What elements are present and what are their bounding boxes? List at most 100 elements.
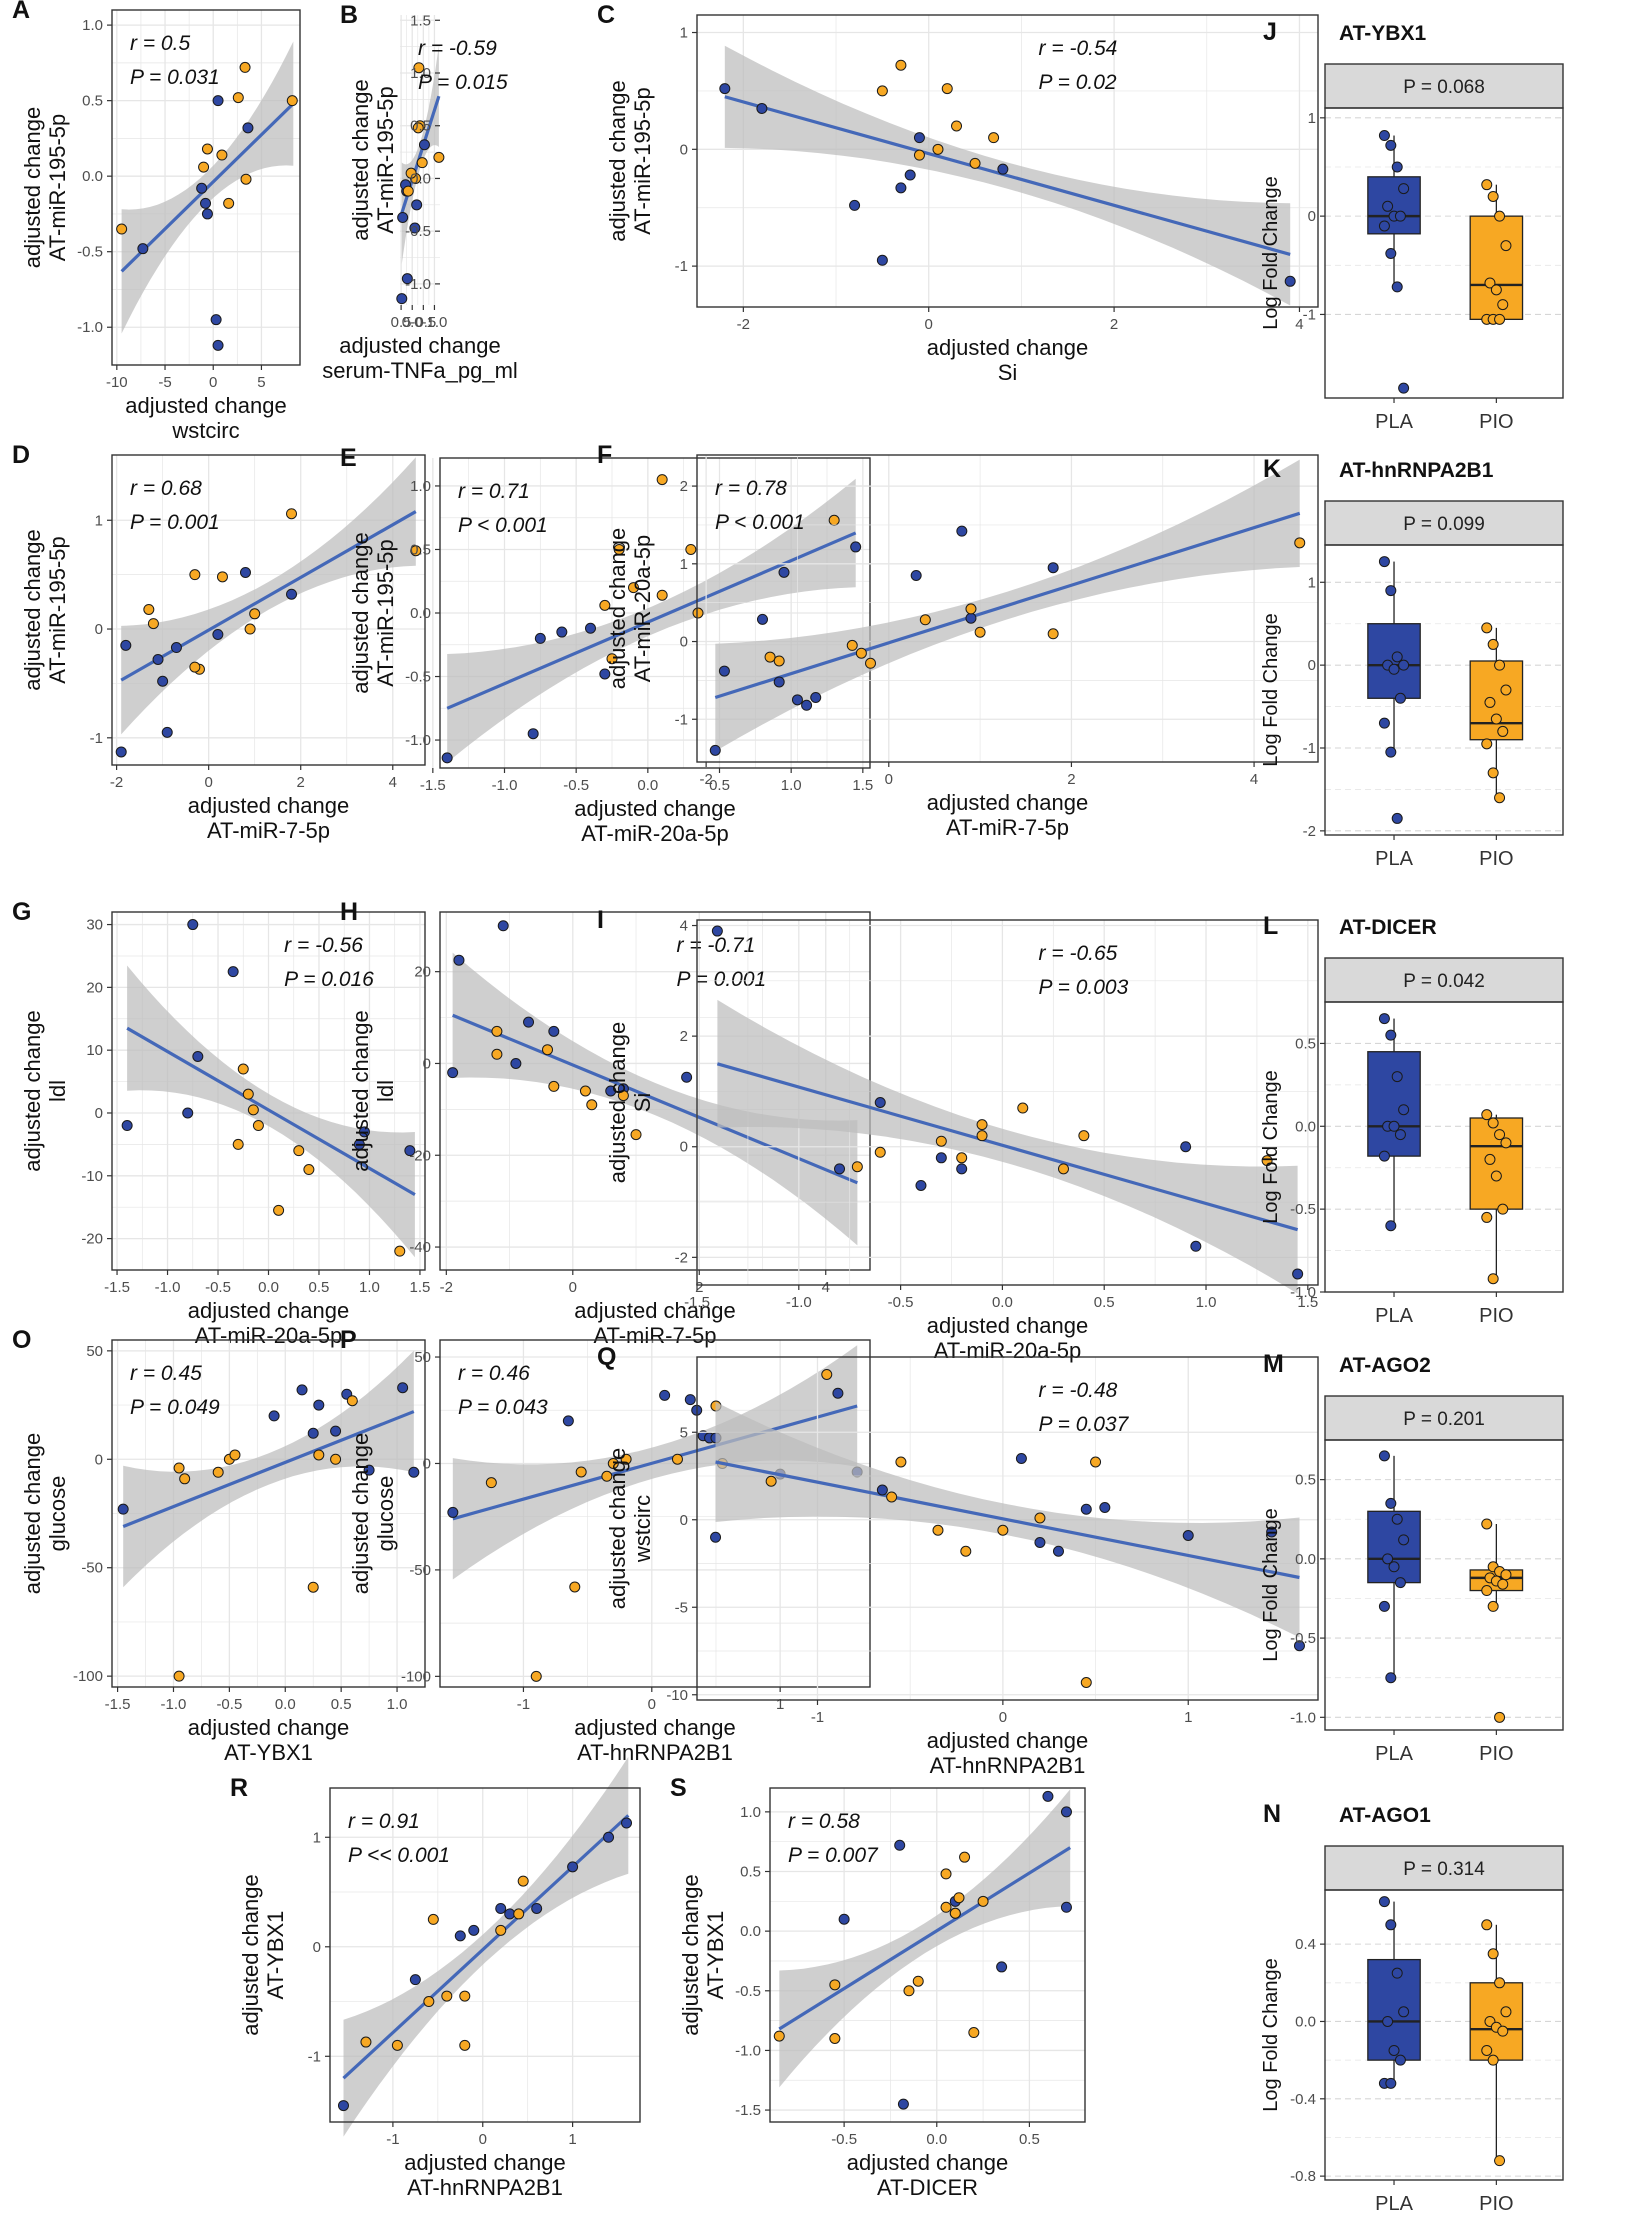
pla-point (876, 1484, 888, 1496)
y-tick-label: -1.0 (77, 319, 103, 336)
pla-point (850, 541, 862, 553)
y-tick-label: 0 (95, 621, 103, 638)
pla-point (904, 169, 916, 181)
y-tick-label: -0.8 (1290, 2168, 1316, 2185)
x-tick-label: -2 (440, 1279, 453, 1296)
pio-point (1494, 659, 1506, 671)
pio-point (427, 1913, 439, 1925)
pio-point (851, 1161, 863, 1173)
pla-point (242, 122, 254, 134)
y-axis-title: adjusted change (20, 1433, 45, 1594)
pio-point (630, 1129, 642, 1141)
pla-point (659, 1389, 671, 1401)
pio-point (416, 157, 428, 169)
y-tick-label: -40 (409, 1239, 431, 1256)
x-axis-variable: AT-hnRNPA2B1 (407, 2175, 563, 2200)
pio-point (932, 1524, 944, 1536)
pio-point (1490, 713, 1502, 725)
y-tick-label: -1.0 (405, 732, 431, 749)
pio-point (960, 1545, 972, 1557)
pio-point (912, 1975, 924, 1987)
r-value: r = 0.45 (130, 1362, 202, 1385)
x-axis-variable: AT-miR-20a-5p (934, 1338, 1082, 1363)
pla-point (187, 919, 199, 931)
pla-point (895, 182, 907, 194)
pla-point (212, 339, 224, 351)
pio-box (1469, 1982, 1524, 2061)
y-tick-label: 30 (86, 917, 103, 934)
p-value: P = 0.007 (788, 1844, 879, 1867)
y-tick-label: 1.0 (410, 65, 431, 82)
pla-point (894, 1839, 906, 1851)
pla-point (1182, 1530, 1194, 1541)
pla-point (117, 1503, 129, 1515)
y-tick-label: -0.5 (735, 1983, 761, 2000)
plot-frame (1324, 1439, 1564, 1731)
pla-point (531, 1902, 543, 1914)
pla-point (1398, 2006, 1410, 2018)
pla-point (510, 1057, 522, 1069)
pla-point (1391, 812, 1403, 824)
x-tick-label: 0.0 (637, 777, 658, 794)
pio-point (542, 1044, 553, 1056)
pla-point (296, 1384, 308, 1396)
strip-pvalue: P = 0.201 (1403, 1409, 1485, 1430)
pio-point (242, 1088, 254, 1100)
pio-point (765, 1475, 777, 1487)
x-tick-label: -1.5 (105, 1696, 131, 1713)
x-tick-label: -1.5 (684, 1294, 710, 1311)
y-tick-label: 1.0 (82, 17, 103, 34)
x-tick-label: 0.0 (926, 2131, 947, 2148)
pla-point (534, 632, 546, 644)
x-tick-label: 4 (1295, 316, 1303, 333)
y-tick-label: 1 (95, 512, 103, 529)
x-axis-variable: AT-miR-20a-5p (581, 821, 729, 846)
y-tick-label: 1.0 (740, 1804, 761, 1821)
r-value: r = -0.48 (1039, 1379, 1118, 1402)
y-tick-label: 0 (423, 1455, 431, 1472)
y-tick-label: -50 (409, 1562, 431, 1579)
regression-line (452, 1404, 858, 1521)
y-tick-label: 2 (680, 478, 688, 495)
x-category-label: PLA (1375, 848, 1413, 870)
x-tick-label: 0.5 (309, 1279, 330, 1296)
x-tick-label: 1.5 (410, 1279, 431, 1296)
p-value: P < 0.001 (715, 511, 805, 534)
y-axis-title: adjusted change (605, 80, 630, 241)
pio-point (189, 569, 201, 581)
pio-point (423, 1996, 435, 2008)
pio-point (599, 599, 611, 611)
y-tick-label: 0 (1308, 657, 1316, 674)
pla-point (935, 1152, 947, 1164)
pla-point (1382, 1553, 1394, 1565)
pio-point (212, 1466, 224, 1478)
x-axis-variable: AT-miR-7-5p (207, 818, 330, 843)
pio-point (575, 1466, 587, 1478)
plot-frame (696, 14, 1319, 308)
pio-point (1490, 284, 1502, 296)
pla-point (401, 273, 413, 285)
pio-point (189, 661, 201, 673)
pla-point (956, 525, 968, 537)
y-tick-label: -1 (1303, 740, 1316, 757)
x-tick-label: -1 (386, 2131, 399, 2148)
x-tick-label: 0 (925, 316, 933, 333)
pla-point (447, 1067, 459, 1079)
plot-frame (111, 9, 301, 366)
pla-point (1378, 1896, 1390, 1908)
pio-point (1261, 1155, 1273, 1167)
pio-point (1034, 1512, 1046, 1524)
box-title: AT-YBX1 (1339, 22, 1426, 45)
y-axis-title: adjusted change (348, 79, 373, 240)
panel-letter: O (12, 1326, 31, 1354)
y-tick-label: 0.0 (410, 170, 431, 187)
pio-point (977, 1895, 989, 1907)
plot-frame (111, 454, 426, 766)
p-value: P = 0.016 (284, 968, 374, 991)
pla-point (897, 2098, 909, 2110)
pio-point (173, 1670, 185, 1682)
y-tick-label: 0.0 (1295, 1118, 1316, 1135)
x-axis-title: adjusted change (404, 2150, 565, 2175)
